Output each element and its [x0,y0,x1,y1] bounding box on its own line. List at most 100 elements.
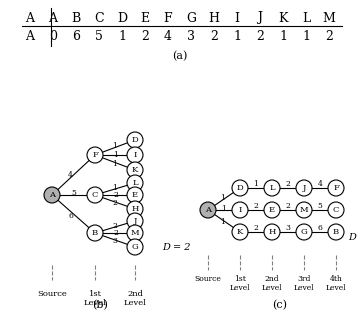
Circle shape [232,224,248,240]
Text: C: C [94,12,104,24]
Text: I: I [133,151,137,159]
Text: 5: 5 [95,30,103,42]
Text: A: A [49,191,55,199]
Text: 5: 5 [71,189,76,197]
Text: D = 4: D = 4 [348,232,360,241]
Text: 2: 2 [325,30,333,42]
Circle shape [127,201,143,217]
Text: G: G [186,12,196,24]
Text: 4: 4 [318,180,323,188]
Text: 2: 2 [285,180,291,188]
Text: 1: 1 [113,151,118,159]
Text: F: F [164,12,172,24]
Text: 2: 2 [210,30,218,42]
Text: A: A [26,12,35,24]
Text: M: M [300,206,308,214]
Text: H: H [131,205,139,213]
Circle shape [127,225,143,241]
Text: 1: 1 [221,218,225,226]
Text: 6: 6 [68,212,73,220]
Text: J: J [302,184,306,192]
Circle shape [127,175,143,191]
Text: (c): (c) [273,300,288,310]
Text: 1: 1 [302,30,310,42]
Text: 4: 4 [68,171,73,179]
Text: 2: 2 [113,191,118,199]
Text: B: B [71,12,81,24]
Text: A: A [49,12,58,24]
Text: K: K [278,12,288,24]
Text: L: L [302,12,310,24]
Text: 2nd
Level: 2nd Level [123,290,147,307]
Circle shape [127,162,143,178]
Text: 3: 3 [112,237,117,245]
Circle shape [87,225,103,241]
Circle shape [127,147,143,163]
Text: G: G [132,243,138,251]
Text: A: A [26,30,35,42]
Circle shape [127,213,143,229]
Text: B: B [333,228,339,236]
Text: 1st
Level: 1st Level [84,290,107,307]
Text: 1: 1 [113,160,117,167]
Circle shape [232,202,248,218]
Text: 2: 2 [256,30,264,42]
Text: E: E [269,206,275,214]
Circle shape [44,187,60,203]
Text: I: I [238,206,242,214]
Text: D = 2: D = 2 [162,243,190,252]
Text: 1: 1 [233,30,241,42]
Text: 1: 1 [113,143,117,150]
Circle shape [296,224,312,240]
Circle shape [127,239,143,255]
Text: Source: Source [37,290,67,298]
Text: B: B [92,229,98,237]
Text: C: C [333,206,339,214]
Text: 2: 2 [113,199,117,207]
Text: (a): (a) [172,51,188,61]
Text: E: E [132,191,138,199]
Text: L: L [132,179,138,187]
Text: 4: 4 [164,30,172,42]
Text: J: J [257,12,262,24]
Text: 1: 1 [221,194,225,202]
Text: 2: 2 [113,222,117,230]
Circle shape [328,202,344,218]
Text: 1st
Level: 1st Level [230,275,250,292]
Text: 2: 2 [285,202,291,210]
Text: H: H [208,12,220,24]
Circle shape [264,202,280,218]
Text: Source: Source [194,275,221,283]
Text: 0: 0 [49,30,57,42]
Text: 1: 1 [118,30,126,42]
Text: 3: 3 [187,30,195,42]
Text: 2: 2 [113,229,118,237]
Text: 1: 1 [253,180,258,188]
Text: F: F [333,184,339,192]
Text: (b): (b) [92,300,108,310]
Text: K: K [237,228,243,236]
Text: D: D [237,184,243,192]
Circle shape [264,180,280,196]
Text: G: G [301,228,307,236]
Circle shape [264,224,280,240]
Text: 6: 6 [318,224,323,232]
Circle shape [127,187,143,203]
Text: 3rd
Level: 3rd Level [294,275,314,292]
Text: 2: 2 [253,224,258,232]
Text: 1: 1 [279,30,287,42]
Circle shape [200,202,216,218]
Circle shape [328,224,344,240]
Text: 1: 1 [113,184,117,192]
Text: 4th
Level: 4th Level [326,275,346,292]
Text: L: L [269,184,275,192]
Text: F: F [92,151,98,159]
Text: H: H [268,228,276,236]
Text: 5: 5 [318,202,323,210]
Text: E: E [140,12,149,24]
Text: C: C [92,191,98,199]
Text: A: A [205,206,211,214]
Text: 2: 2 [141,30,149,42]
Text: M: M [323,12,336,24]
Circle shape [87,147,103,163]
